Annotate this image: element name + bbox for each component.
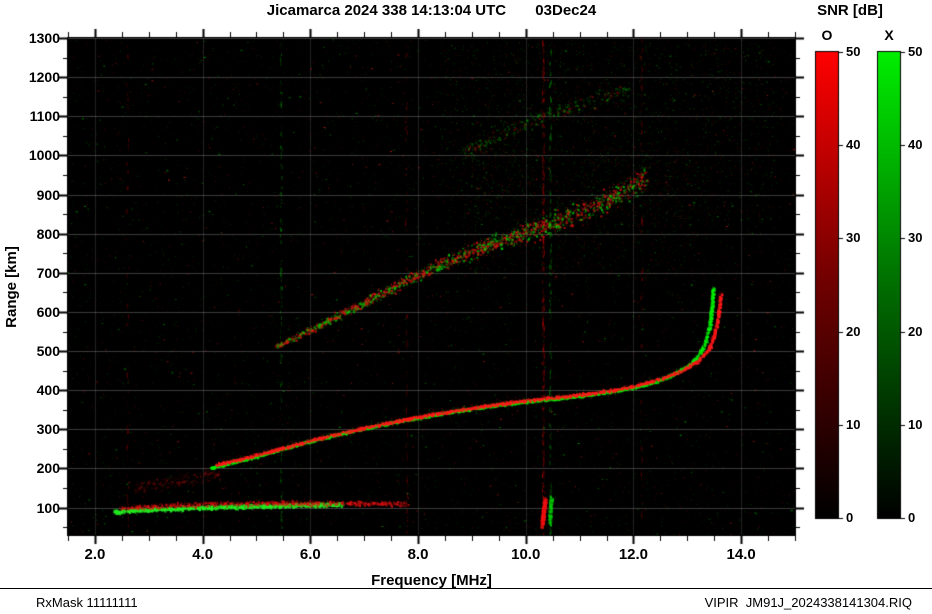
y-axis-tick-label: 200 xyxy=(36,460,60,477)
y-axis-tick-label: 500 xyxy=(36,343,60,360)
x-axis-tick-label: 12.0 xyxy=(618,546,649,563)
colorbar-tick-label: 40 xyxy=(908,137,923,153)
x-axis-tick-label: 10.0 xyxy=(511,546,541,563)
colorbar-tick-label: 10 xyxy=(908,416,923,432)
colorbar-tick-label: 30 xyxy=(846,230,861,246)
colorbar-tick-label: 20 xyxy=(846,323,861,339)
y-axis-tick-label: 600 xyxy=(36,303,60,320)
colorbar-tick-label: 0 xyxy=(908,510,916,525)
colorbar-tick-label: 50 xyxy=(846,44,861,59)
colorbar-title: SNR [dB] xyxy=(817,2,883,19)
y-axis-tick-label: 900 xyxy=(36,186,60,203)
colorbar-tick-label: 40 xyxy=(846,137,861,153)
y-axis-tick-label: 1100 xyxy=(29,108,60,125)
x-axis-tick-label: 2.0 xyxy=(84,546,106,563)
colorbar-tick-label: 0 xyxy=(846,510,854,525)
plot-title: Jicamarca 2024 338 14:13:04 UTC 03Dec24 xyxy=(266,2,597,19)
x-axis-tick-label: 14.0 xyxy=(726,546,756,563)
footer-filename: VIPIR JM91J_2024338141304.RIQ xyxy=(704,595,912,610)
y-axis-tick-label: 400 xyxy=(36,382,60,399)
y-axis-tick-label: 1000 xyxy=(28,147,60,164)
footer-divider xyxy=(0,588,932,589)
x-axis-tick-label: 4.0 xyxy=(192,546,214,563)
y-axis-tick-label: 300 xyxy=(36,421,60,438)
y-axis-tick-label: 1200 xyxy=(28,69,60,86)
footer-rxmask: RxMask 11111111 xyxy=(36,595,138,610)
colorbar-tick-label: 20 xyxy=(908,323,923,339)
colorbar-tick-label: 50 xyxy=(908,44,923,59)
colorbar-tick-label: 10 xyxy=(846,416,861,432)
colorbar-o-mode-label: O xyxy=(821,27,833,43)
x-axis-tick-label: 8.0 xyxy=(407,546,429,563)
y-axis-tick-label: 1300 xyxy=(28,30,60,46)
x-axis-tick-label: 6.0 xyxy=(299,546,321,563)
y-axis-tick-label: 100 xyxy=(36,499,60,516)
y-axis-tick-label: 700 xyxy=(36,264,60,281)
colorbar-tick-label: 30 xyxy=(908,230,923,246)
x-axis-label: Frequency [MHz] xyxy=(371,572,492,589)
y-axis-tick-label: 800 xyxy=(36,225,60,242)
colorbar-x-mode-label: X xyxy=(884,27,894,43)
